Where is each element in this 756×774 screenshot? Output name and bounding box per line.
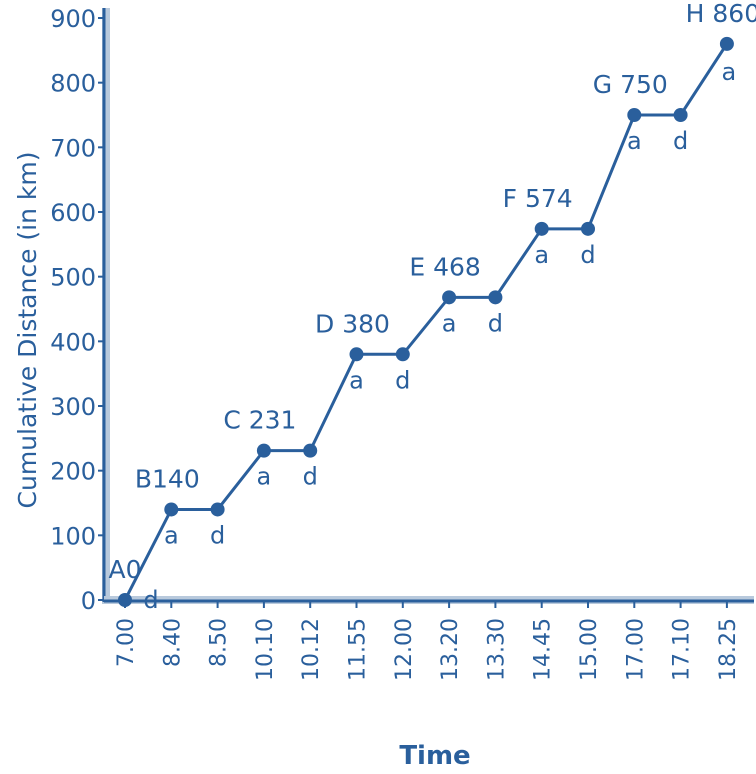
- y-axis-shadow: [102, 8, 110, 604]
- x-tick-label: 11.55: [346, 618, 371, 681]
- marker-label: a: [534, 241, 549, 269]
- x-tick-label: 12.00: [392, 618, 417, 681]
- x-tick-label: 7.00: [114, 618, 139, 667]
- y-tick-label: 900: [50, 5, 96, 33]
- x-tick-label: 17.00: [623, 618, 648, 681]
- y-tick-label: 300: [50, 393, 96, 421]
- y-tick-label: 0: [81, 587, 96, 615]
- y-tick-label: 600: [50, 199, 96, 227]
- marker-label: a: [627, 127, 642, 155]
- x-tick-label: 10.12: [299, 618, 324, 681]
- marker-label: a: [442, 309, 457, 337]
- point-label: D 380: [315, 309, 390, 338]
- marker-label: a: [164, 521, 179, 549]
- point-label: A0: [108, 555, 141, 584]
- marker-label: a: [349, 366, 364, 394]
- marker-label: d: [673, 127, 688, 155]
- x-tick-label: 8.40: [160, 618, 185, 667]
- y-tick-label: 500: [50, 264, 96, 292]
- data-point: [488, 290, 503, 305]
- data-point: [256, 443, 271, 458]
- data-point: [719, 36, 734, 51]
- x-tick-label: 18.25: [716, 618, 741, 681]
- point-label: B140: [135, 464, 200, 493]
- y-tick-label: 800: [50, 70, 96, 98]
- axes: [102, 8, 754, 604]
- marker-label: d: [580, 241, 595, 269]
- data-point: [581, 221, 595, 236]
- y-tick-label: 200: [50, 458, 96, 486]
- y-tick-labels: 0 100 200 300 400 500 600 700 800 900: [50, 5, 104, 615]
- y-tick-label: 400: [50, 328, 96, 356]
- x-tick-label: 13.20: [438, 618, 463, 681]
- y-axis-label: Cumulative Distance (in km): [13, 152, 42, 509]
- x-tick-label: 13.30: [484, 618, 509, 681]
- data-point: [118, 593, 132, 607]
- x-tick-labels: 7.00 8.40 8.50 10.10 10.12 11.55 12.00 13.20 13.…: [114, 602, 741, 681]
- y-tick-label: 100: [50, 522, 96, 550]
- point-label: C 231: [223, 406, 296, 435]
- point-label: H 860: [686, 0, 756, 28]
- x-tick-label: 15.00: [577, 618, 602, 681]
- data-point: [164, 502, 179, 517]
- data-point: [303, 443, 318, 458]
- data-point: [210, 502, 225, 517]
- marker-label: a: [257, 463, 272, 491]
- x-tick-label: 17.10: [670, 618, 695, 681]
- series-line: [123, 43, 729, 601]
- point-label: F 574: [503, 184, 573, 213]
- marker-label: d: [395, 366, 410, 394]
- distance-series: [118, 36, 734, 607]
- data-point: [673, 108, 688, 122]
- marker-label: a: [722, 58, 737, 86]
- x-tick-label: 10.10: [253, 618, 278, 681]
- y-tick-label: 700: [50, 134, 96, 162]
- data-point: [349, 347, 364, 362]
- data-point: [627, 108, 642, 122]
- data-point: [442, 290, 457, 305]
- point-label: G 750: [593, 70, 668, 99]
- x-tick-label: 14.45: [531, 618, 556, 681]
- data-point: [534, 221, 549, 236]
- marker-label: d: [210, 521, 225, 549]
- marker-label: d: [303, 463, 318, 491]
- x-axis-label: Time: [399, 741, 470, 771]
- point-label: E 468: [409, 252, 480, 281]
- marker-label: d: [488, 309, 503, 337]
- x-tick-label: 8.50: [207, 618, 232, 667]
- marker-label: d: [143, 586, 158, 614]
- point-labels: A0 B140 C 231 D 380 E 468 F 574 G 750 H 860 d a d a…: [108, 0, 756, 614]
- data-point: [395, 347, 410, 362]
